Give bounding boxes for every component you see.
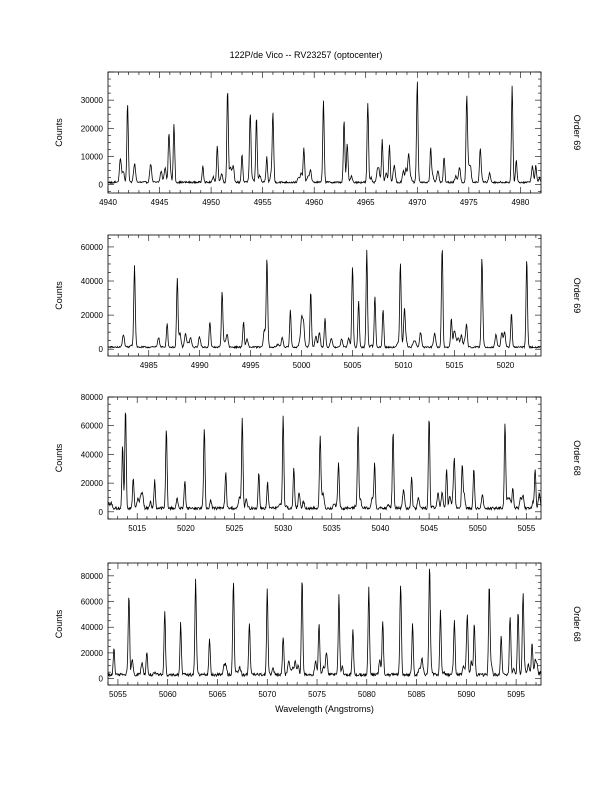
x-tick-label: 5040 xyxy=(372,524,390,533)
x-tick-label: 5085 xyxy=(408,690,426,699)
y-tick-label: 60000 xyxy=(81,243,104,252)
spectrum-line xyxy=(107,568,542,678)
x-tick-label: 5055 xyxy=(109,690,127,699)
x-tick-label: 5025 xyxy=(226,524,244,533)
y-tick-label: 30000 xyxy=(81,96,104,105)
spectrum-line xyxy=(107,81,542,185)
x-tick-label: 4975 xyxy=(460,198,478,207)
x-tick-label: 5095 xyxy=(507,690,525,699)
x-tick-label: 4940 xyxy=(99,198,117,207)
order-label: Order 69 xyxy=(572,115,582,151)
x-tick-label: 5050 xyxy=(469,524,487,533)
x-tick-label: 5010 xyxy=(395,361,413,370)
x-axis-label: Wavelength (Angstroms) xyxy=(275,704,374,714)
y-tick-label: 60000 xyxy=(81,422,104,431)
y-axis-label: Counts xyxy=(54,118,64,147)
y-tick-label: 20000 xyxy=(81,479,104,488)
y-tick-label: 0 xyxy=(99,508,104,517)
y-axis-label: Counts xyxy=(54,281,64,310)
y-tick-label: 0 xyxy=(99,345,104,354)
chart-panel-4: 5055 5060 5065 5070 5075 5080 5085 5090 5095 0 200… xyxy=(54,562,582,714)
x-tick-label: 5075 xyxy=(308,690,326,699)
y-tick-label: 60000 xyxy=(81,598,104,607)
y-tick-label: 40000 xyxy=(81,450,104,459)
y-tick-label: 40000 xyxy=(81,277,104,286)
plot-frame xyxy=(107,396,542,520)
x-tick-label: 5035 xyxy=(323,524,341,533)
y-tick-label: 0 xyxy=(99,675,104,684)
x-tick-label: 5065 xyxy=(209,690,227,699)
x-tick-label: 5015 xyxy=(446,361,464,370)
y-tick-label: 80000 xyxy=(81,393,104,402)
x-tick-label: 5055 xyxy=(518,524,536,533)
y-tick-label: 20000 xyxy=(81,649,104,658)
y-tick-label: 0 xyxy=(99,181,104,190)
y-tick-label: 10000 xyxy=(81,152,104,161)
x-tick-label: 4950 xyxy=(202,198,220,207)
x-tick-label: 4945 xyxy=(151,198,169,207)
x-tick-label: 5000 xyxy=(293,361,311,370)
y-tick-label: 80000 xyxy=(81,572,104,581)
plot-frame xyxy=(107,234,542,357)
chart-panel-2: 4985 4990 4995 5000 5005 5010 5015 5020 0 20000 40… xyxy=(54,234,582,370)
order-label: Order 69 xyxy=(572,278,582,314)
chart-panel-3: 5015 5020 5025 5030 5035 5040 5045 5050 5055 0 200… xyxy=(54,393,582,533)
x-tick-label: 4980 xyxy=(511,198,529,207)
x-tick-label: 5090 xyxy=(457,690,475,699)
x-tick-label: 5080 xyxy=(358,690,376,699)
y-tick-label: 40000 xyxy=(81,623,104,632)
x-tick-label: 5070 xyxy=(258,690,276,699)
spectrum-line xyxy=(107,249,542,350)
x-tick-label: 4955 xyxy=(254,198,272,207)
x-tick-label: 4990 xyxy=(191,361,209,370)
y-axis-label: Counts xyxy=(54,443,64,472)
x-tick-label: 4985 xyxy=(140,361,158,370)
plot-frame xyxy=(107,562,542,686)
x-tick-label: 5020 xyxy=(177,524,195,533)
x-tick-label: 5030 xyxy=(274,524,292,533)
y-axis-label: Counts xyxy=(54,609,64,638)
y-tick-label: 20000 xyxy=(81,124,104,133)
x-tick-label: 4960 xyxy=(305,198,323,207)
y-tick-label: 20000 xyxy=(81,311,104,320)
order-label: Order 68 xyxy=(572,606,582,642)
x-tick-label: 5045 xyxy=(420,524,438,533)
x-tick-label: 4995 xyxy=(242,361,260,370)
x-tick-label: 4965 xyxy=(357,198,375,207)
x-tick-label: 4970 xyxy=(408,198,426,207)
order-label: Order 68 xyxy=(572,440,582,476)
x-tick-label: 5020 xyxy=(496,361,514,370)
spectrum-line xyxy=(107,412,542,511)
x-tick-label: 5060 xyxy=(159,690,177,699)
chart-panel-1: 4940 4945 4950 4955 4960 4965 4970 4975 4980 0 100… xyxy=(54,71,582,207)
x-tick-label: 5015 xyxy=(128,524,146,533)
x-tick-label: 5005 xyxy=(344,361,362,370)
page-title: 122P/de Vico -- RV23257 (optocenter) xyxy=(229,50,383,60)
